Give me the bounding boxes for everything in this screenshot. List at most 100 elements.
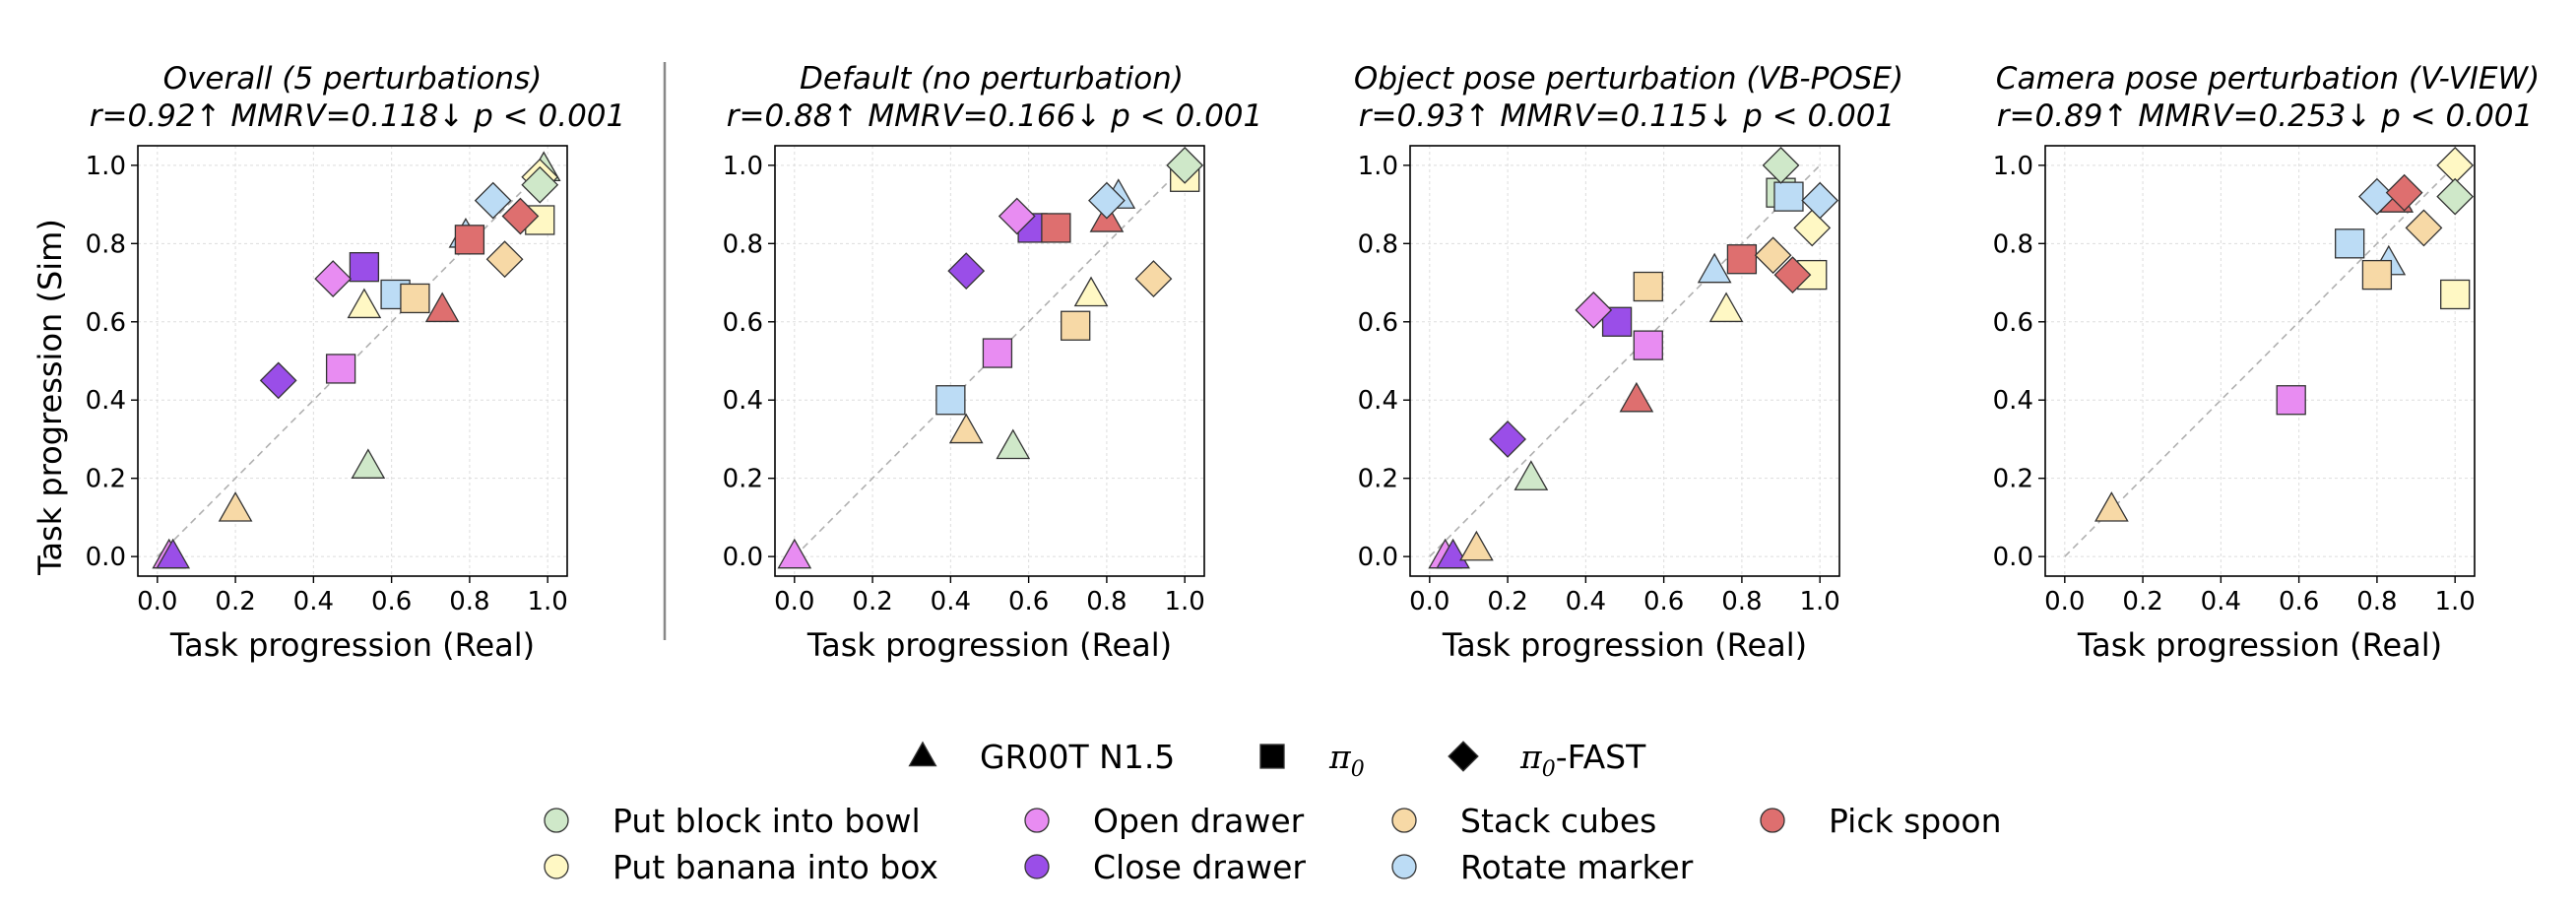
y-tick-label: 0.8 [723,229,763,259]
data-point [1773,181,1804,212]
diamond-marker-icon [1448,741,1479,772]
data-point [2361,259,2393,291]
data-point [1754,236,1792,275]
data-point [2276,385,2306,416]
x-axis-label: Task progression (Real) [1442,626,1807,664]
circle-swatch-icon [1391,808,1417,833]
data-point [325,354,356,384]
y-tick-label: 0.6 [723,308,763,338]
data-point [424,292,460,323]
legend-item-model: GR00T N1.5 [908,738,1175,776]
panel-vb-pose: Object pose perturbation (VB-POSE) r=0.9… [1354,61,1903,134]
y-tick-label: 0.4 [1993,386,2033,416]
x-tick-label: 0.4 [931,587,971,616]
data-point [218,491,253,522]
y-tick-label: 0.2 [1993,465,2033,494]
data-point [2436,177,2475,216]
x-tick-label: 0.6 [2279,587,2319,616]
x-tick-label: 0.8 [2356,587,2397,616]
x-tick-label: 0.8 [1086,587,1127,616]
data-point [2335,228,2365,259]
data-point [2385,173,2423,212]
data-point [982,338,1013,368]
x-tick-label: 0.0 [1409,587,1449,616]
x-axis-label: Task progression (Real) [806,626,1172,664]
data-point [259,361,297,400]
data-point [501,197,540,235]
square-marker-icon [1259,744,1285,769]
legend-item-task: Put block into bowl [544,802,921,840]
legend-item-task: Rotate marker [1391,848,1694,886]
y-tick-label: 0.2 [86,465,126,494]
y-tick-label: 1.0 [86,152,126,181]
data-point [1633,330,1663,360]
data-point [2094,491,2129,522]
x-tick-label: 0.8 [449,587,489,616]
data-point [1459,530,1494,561]
data-point [1436,538,1470,569]
data-point [454,225,485,255]
data-point [1762,146,1800,184]
data-point [1166,146,1204,184]
y-tick-label: 0.6 [1993,308,2033,338]
data-point [1061,310,1091,341]
y-tick-label: 0.0 [86,543,126,572]
panel-default: Default (no perturbation) r=0.88↑ MMRV=0… [727,61,1262,134]
data-point [349,252,380,283]
data-point [1575,291,1613,329]
data-point [2440,279,2471,310]
plot-frame [137,145,568,577]
legend-label: Put banana into box [612,848,938,886]
x-tick-label: 0.2 [215,587,255,616]
y-tick-label: 0.8 [1358,229,1398,259]
legend-label: Rotate marker [1460,848,1694,886]
x-tick-label: 1.0 [1165,587,1205,616]
legend-label: π0 [1328,738,1365,782]
x-tick-label: 0.0 [774,587,814,616]
data-point [1773,256,1812,293]
x-tick-label: 1.0 [528,587,568,616]
data-point [1134,260,1173,297]
panel-title: Overall (5 perturbations) [163,61,543,97]
data-point [1793,209,1832,247]
panel-subtitle: r=0.88↑ MMRV=0.166↓ p < 0.001 [727,98,1262,134]
data-point [347,288,382,319]
plot-area: 0.0 0.2 0.4 0.6 0.8 1.0 0.0 0.2 0.4 0.6 0.8 1.0 Task… [86,145,2476,664]
circle-swatch-icon [544,808,569,833]
data-point [1697,252,1732,284]
circle-swatch-icon [1024,854,1050,879]
x-tick-label: 0.4 [1566,587,1606,616]
x-tick-label: 0.0 [2044,587,2085,616]
data-point [935,385,966,416]
y-tick-label: 1.0 [1358,152,1398,181]
legend-item-task: Stack cubes [1391,802,1656,840]
x-axis-label: Task progression (Real) [169,626,535,664]
identity-line [2064,164,2456,557]
y-axis-label: Task progression (Sim) [32,219,69,576]
y-tick-label: 0.0 [723,543,763,572]
y-tick-label: 0.2 [723,465,763,494]
scatter-panel: 0.0 0.2 0.4 0.6 0.8 1.0 0.0 0.2 0.4 0.6 0.8 1.0 Task… [723,145,1205,664]
data-point [314,260,353,297]
data-point [1708,292,1744,323]
data-point [996,428,1031,460]
data-point [1726,244,1758,275]
y-tick-label: 0.0 [1993,543,2033,572]
legend-item-task: Pick spoon [1760,802,2002,840]
y-tick-label: 0.0 [1358,543,1398,572]
scatter-panel: 0.0 0.2 0.4 0.6 0.8 1.0 0.0 0.2 0.4 0.6 0.8 1.0 Task… [86,145,568,664]
data-point [521,165,559,204]
data-point [2405,209,2443,247]
y-tick-label: 0.2 [1358,465,1398,494]
x-tick-label: 0.8 [1721,587,1762,616]
data-point [1513,460,1549,490]
panel-overall: Overall (5 perturbations) r=0.92↑ MMRV=0… [90,61,625,134]
legend-label: π0-FAST [1519,738,1646,782]
y-tick-label: 0.8 [86,229,126,259]
x-tick-label: 0.4 [2201,587,2241,616]
panel-subtitle: r=0.89↑ MMRV=0.253↓ p < 0.001 [1997,98,2533,134]
data-point [998,197,1036,235]
circle-swatch-icon [1760,808,1785,833]
triangle-marker-icon [908,741,937,767]
